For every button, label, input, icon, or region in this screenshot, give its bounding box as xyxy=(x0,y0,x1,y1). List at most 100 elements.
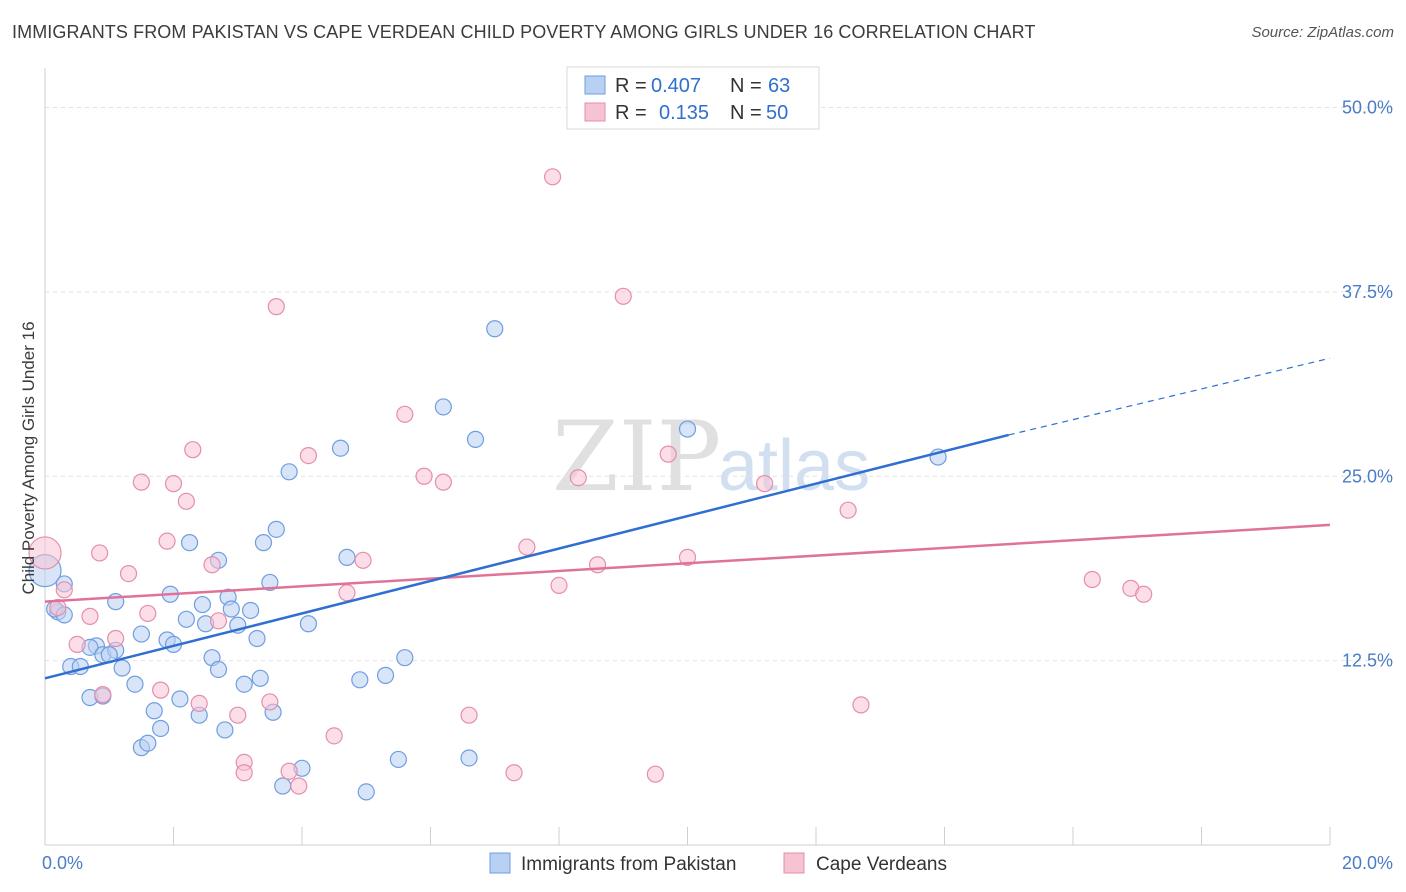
legend-bottom: Immigrants from Pakistan Cape Verdeans xyxy=(489,852,947,875)
pakistan-point-19 xyxy=(145,702,163,720)
pakistan-point-44 xyxy=(280,463,298,481)
pakistan-point-17 xyxy=(139,734,157,752)
axes xyxy=(44,68,1331,846)
pakistan-trend-line xyxy=(44,433,1010,680)
cape-verdean-point-5 xyxy=(94,685,112,704)
cape-verdean-point-4 xyxy=(91,544,109,562)
x-tick-label-1: 20.0% xyxy=(1342,853,1393,873)
pakistan-point-45 xyxy=(254,534,273,552)
pakistan-point-50 xyxy=(351,671,369,689)
pakistan-point-43 xyxy=(274,777,292,795)
y-tick-label-0: 12.5% xyxy=(1342,651,1393,671)
cape-verdean-point-43 xyxy=(755,475,774,493)
pakistan-point-54 xyxy=(396,649,414,667)
cape-verdean-point-14 xyxy=(184,441,202,459)
legend-blue-r-label: R = xyxy=(615,75,647,97)
y-axis-label: Child Poverty Among Girls Under 16 xyxy=(19,321,38,594)
cape-verdean-point-9 xyxy=(139,604,157,623)
bottom-legend-label-cape-verdeans: Cape Verdeans xyxy=(816,854,947,875)
pakistan-point-18 xyxy=(152,719,170,738)
pakistan-point-23 xyxy=(171,690,189,708)
series-cape-verdean-points xyxy=(28,168,1153,795)
pakistan-point-58 xyxy=(486,320,504,338)
pakistan-point-57 xyxy=(466,430,485,448)
cape-verdean-point-36 xyxy=(550,576,568,595)
cape-verdean-point-33 xyxy=(505,764,523,782)
pakistan-trend-extension xyxy=(1008,357,1331,436)
cape-verdean-trend-line xyxy=(44,523,1331,603)
cape-verdean-point-20 xyxy=(235,764,253,782)
cape-verdean-point-49 xyxy=(49,598,67,617)
cape-verdean-point-12 xyxy=(164,475,183,493)
pakistan-point-48 xyxy=(331,439,350,457)
bottom-legend-swatch-pakistan xyxy=(489,852,511,874)
y-tick-labels: 12.5% 25.0% 37.5% 50.0% xyxy=(1342,98,1393,671)
cape-verdean-point-16 xyxy=(203,556,221,574)
grid-lines xyxy=(45,107,1392,662)
y-tick-label-3: 50.0% xyxy=(1342,98,1393,118)
cape-verdean-point-13 xyxy=(177,492,195,510)
cape-verdean-point-1 xyxy=(55,581,73,599)
pakistan-point-42 xyxy=(267,520,285,538)
chart-title: IMMIGRANTS FROM PAKISTAN VS CAPE VERDEAN… xyxy=(12,22,1036,42)
legend-pink-n-label: N = xyxy=(730,102,762,124)
cape-verdean-point-48 xyxy=(1135,585,1153,603)
cape-verdean-point-40 xyxy=(646,765,664,783)
cape-verdean-point-26 xyxy=(325,727,343,745)
x-tick-labels: 0.0% 20.0% xyxy=(42,853,1393,873)
series-pakistan-points xyxy=(28,320,947,801)
cape-verdean-point-35 xyxy=(543,168,562,186)
cape-verdean-point-29 xyxy=(396,405,414,423)
cape-verdean-point-17 xyxy=(209,612,228,630)
bottom-legend-label-pakistan: Immigrants from Pakistan xyxy=(521,854,736,875)
cape-verdean-point-28 xyxy=(354,551,372,569)
pakistan-point-32 xyxy=(216,721,234,739)
pakistan-point-28 xyxy=(193,595,212,614)
legend-swatch-blue xyxy=(584,75,606,95)
legend-pink-r-label: R = xyxy=(615,102,647,124)
pakistan-point-38 xyxy=(248,629,266,648)
pakistan-point-20 xyxy=(132,625,150,643)
pakistan-point-25 xyxy=(177,610,195,628)
cape-verdean-point-34 xyxy=(518,538,536,556)
cape-verdean-point-32 xyxy=(460,706,478,724)
cape-verdean-point-7 xyxy=(119,564,138,583)
pakistan-point-10 xyxy=(113,659,131,677)
legend-swatch-pink xyxy=(584,102,606,122)
cape-verdean-point-39 xyxy=(614,287,632,305)
cape-verdean-point-0 xyxy=(28,536,62,570)
cape-verdean-point-6 xyxy=(107,629,125,648)
cape-verdean-point-15 xyxy=(190,694,208,713)
cape-verdean-point-18 xyxy=(229,706,247,724)
cape-verdean-point-21 xyxy=(261,693,279,711)
pakistan-point-55 xyxy=(434,398,452,416)
cape-verdean-point-2 xyxy=(68,635,86,654)
trend-lines xyxy=(44,357,1331,680)
pakistan-point-37 xyxy=(242,601,260,620)
source-credit: Source: ZipAtlas.com xyxy=(1251,24,1394,41)
cape-verdean-point-22 xyxy=(267,298,285,316)
pakistan-point-15 xyxy=(126,675,144,693)
pakistan-point-53 xyxy=(389,750,407,769)
pakistan-point-26 xyxy=(180,534,199,552)
cape-verdean-point-30 xyxy=(415,467,433,485)
cape-verdean-point-3 xyxy=(81,607,99,625)
pakistan-point-31 xyxy=(209,660,228,679)
pakistan-point-56 xyxy=(460,749,478,767)
watermark-atlas: atlas xyxy=(718,426,870,506)
legend-box xyxy=(566,66,820,130)
legend-pink-r-value: 0.135 xyxy=(659,102,709,124)
legend-top: R = 0.407 N = 63 R = 0.135 N = 50 xyxy=(566,66,820,130)
cape-verdean-point-11 xyxy=(158,532,176,550)
cape-verdean-point-23 xyxy=(280,762,298,780)
cape-verdean-point-10 xyxy=(152,681,170,699)
cape-verdean-point-24 xyxy=(290,777,308,795)
cape-verdean-point-37 xyxy=(569,469,587,487)
pakistan-point-47 xyxy=(299,615,318,633)
pakistan-point-34 xyxy=(222,600,240,618)
bottom-legend-swatch-cape-verdeans xyxy=(783,852,805,874)
pakistan-point-40 xyxy=(261,573,279,592)
cape-verdean-point-27 xyxy=(338,584,356,602)
pakistan-point-51 xyxy=(357,783,375,801)
pakistan-point-36 xyxy=(235,675,253,693)
